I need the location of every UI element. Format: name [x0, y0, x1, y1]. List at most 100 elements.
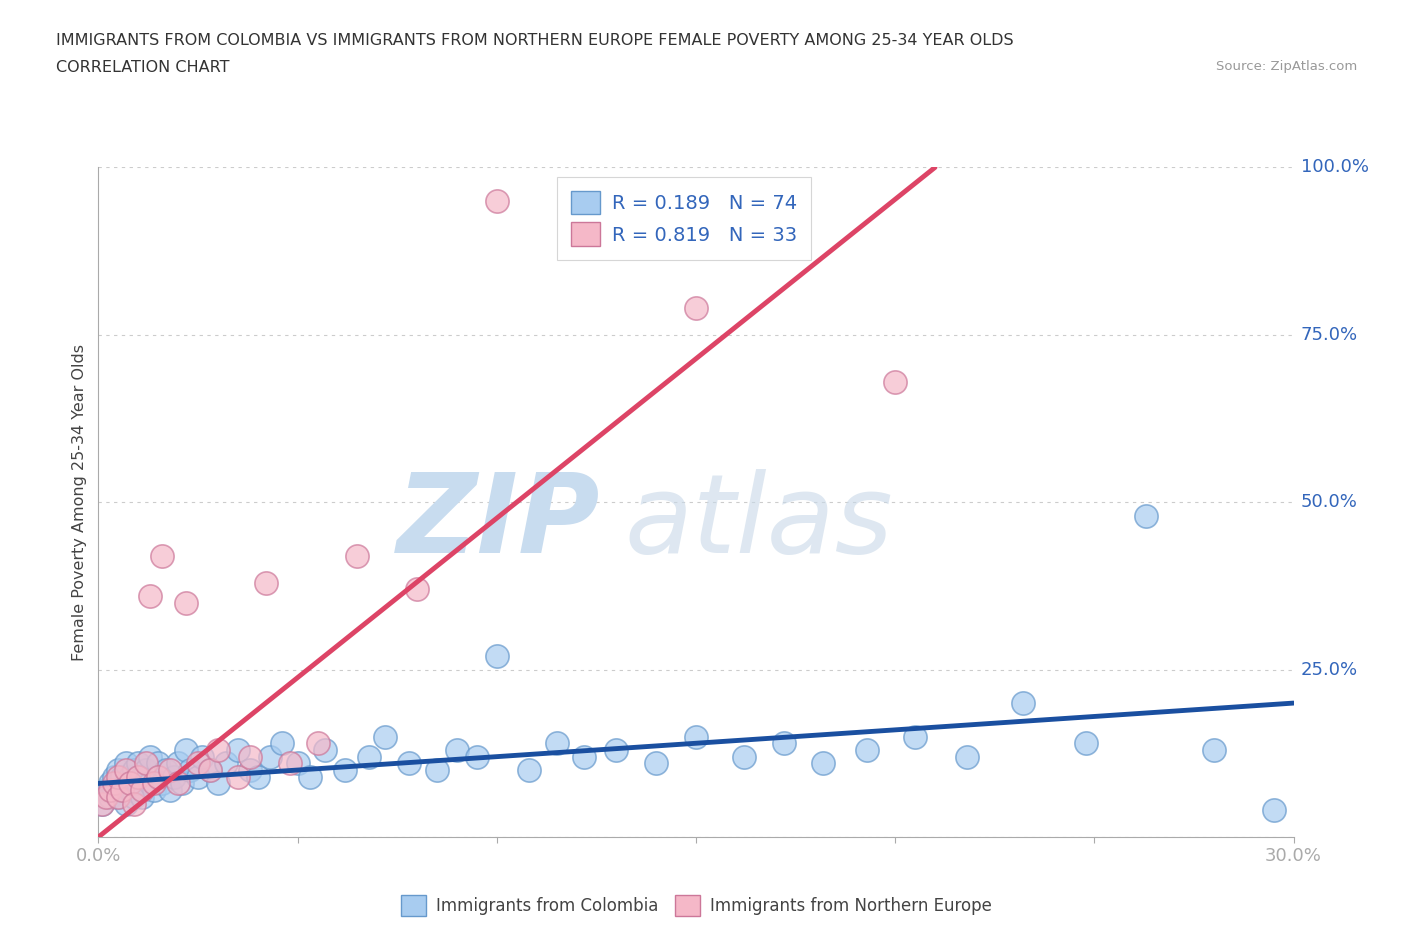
- Point: [278, 756, 301, 771]
- Point: [107, 763, 129, 777]
- Point: [120, 776, 142, 790]
- Point: [733, 750, 755, 764]
- Point: [98, 776, 122, 790]
- Point: [259, 750, 281, 764]
- Point: [155, 763, 177, 777]
- Point: [120, 769, 142, 784]
- Point: [115, 756, 138, 771]
- Point: [215, 756, 238, 771]
- Point: [315, 742, 337, 757]
- Point: [131, 790, 153, 804]
- Point: [546, 736, 568, 751]
- Point: [111, 769, 134, 784]
- Point: [148, 769, 170, 784]
- Point: [772, 736, 794, 751]
- Point: [574, 750, 596, 764]
- Point: [115, 776, 138, 790]
- Point: [111, 783, 134, 798]
- Point: [174, 742, 197, 757]
- Point: [124, 796, 146, 811]
- Point: [150, 776, 173, 790]
- Point: [107, 776, 129, 790]
- Point: [167, 756, 190, 771]
- Point: [131, 769, 153, 784]
- Point: [517, 763, 540, 777]
- Point: [226, 742, 249, 757]
- Point: [148, 769, 170, 784]
- Point: [139, 750, 162, 764]
- Point: [107, 769, 129, 784]
- Point: [163, 769, 186, 784]
- Point: [124, 790, 146, 804]
- Point: [143, 783, 166, 798]
- Point: [856, 742, 879, 757]
- Point: [254, 575, 277, 590]
- Point: [96, 783, 118, 798]
- Text: 100.0%: 100.0%: [1301, 158, 1368, 177]
- Point: [131, 783, 153, 798]
- Point: [135, 756, 157, 771]
- Point: [107, 790, 129, 804]
- Text: ZIP: ZIP: [396, 469, 600, 576]
- Point: [120, 783, 142, 798]
- Point: [207, 742, 229, 757]
- Point: [398, 756, 420, 771]
- Point: [159, 783, 181, 798]
- Point: [645, 756, 668, 771]
- Point: [335, 763, 357, 777]
- Point: [685, 300, 707, 315]
- Point: [1135, 508, 1157, 523]
- Point: [346, 549, 368, 564]
- Point: [127, 756, 149, 771]
- Point: [98, 783, 122, 798]
- Legend: Immigrants from Colombia, Immigrants from Northern Europe: Immigrants from Colombia, Immigrants fro…: [394, 889, 998, 923]
- Point: [904, 729, 927, 744]
- Point: [1263, 803, 1285, 817]
- Point: [685, 729, 707, 744]
- Point: [239, 763, 262, 777]
- Point: [1202, 742, 1225, 757]
- Point: [207, 776, 229, 790]
- Point: [150, 549, 173, 564]
- Point: [174, 595, 197, 610]
- Point: [127, 769, 149, 784]
- Point: [465, 750, 488, 764]
- Text: atlas: atlas: [624, 469, 893, 576]
- Point: [96, 790, 118, 804]
- Text: Source: ZipAtlas.com: Source: ZipAtlas.com: [1216, 60, 1357, 73]
- Point: [167, 776, 190, 790]
- Point: [135, 763, 157, 777]
- Point: [179, 763, 201, 777]
- Point: [446, 742, 468, 757]
- Point: [124, 763, 146, 777]
- Point: [111, 783, 134, 798]
- Point: [1011, 696, 1033, 711]
- Point: [884, 374, 907, 389]
- Point: [143, 776, 166, 790]
- Point: [103, 783, 125, 798]
- Point: [127, 776, 149, 790]
- Point: [485, 649, 508, 664]
- Point: [91, 796, 114, 811]
- Point: [287, 756, 309, 771]
- Point: [91, 796, 114, 811]
- Point: [139, 589, 162, 604]
- Text: CORRELATION CHART: CORRELATION CHART: [56, 60, 229, 75]
- Point: [246, 769, 269, 784]
- Point: [374, 729, 396, 744]
- Point: [139, 776, 162, 790]
- Point: [98, 790, 122, 804]
- Point: [270, 736, 292, 751]
- Text: 50.0%: 50.0%: [1301, 493, 1357, 512]
- Point: [813, 756, 835, 771]
- Point: [103, 769, 125, 784]
- Point: [159, 763, 181, 777]
- Point: [172, 776, 194, 790]
- Point: [198, 763, 221, 777]
- Point: [359, 750, 381, 764]
- Point: [239, 750, 262, 764]
- Point: [148, 756, 170, 771]
- Point: [226, 769, 249, 784]
- Y-axis label: Female Poverty Among 25-34 Year Olds: Female Poverty Among 25-34 Year Olds: [72, 344, 87, 660]
- Text: IMMIGRANTS FROM COLOMBIA VS IMMIGRANTS FROM NORTHERN EUROPE FEMALE POVERTY AMONG: IMMIGRANTS FROM COLOMBIA VS IMMIGRANTS F…: [56, 33, 1014, 47]
